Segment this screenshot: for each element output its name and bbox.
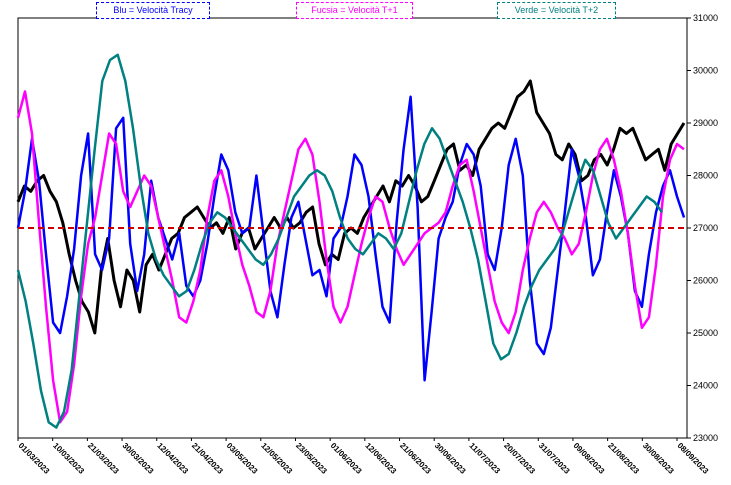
x-tick-label: 11/07/2023 xyxy=(467,441,502,476)
x-tick-label: 21/04/2023 xyxy=(190,441,225,476)
legend-item-fuchsia: Fucsia = Velocità T+1 xyxy=(296,2,413,19)
x-tick-label: 21/08/2023 xyxy=(606,441,641,476)
y-tick-label: 27000 xyxy=(693,223,718,233)
y-tick-label: 24000 xyxy=(693,381,718,391)
x-tick-label: 30/03/2023 xyxy=(121,441,156,476)
blue-velocity-line xyxy=(16,95,686,382)
x-tick-label: 31/07/2023 xyxy=(537,441,572,476)
legend-item-blue: Blu = Velocità Tracy xyxy=(96,2,210,19)
y-tick-label: 30000 xyxy=(693,66,718,76)
x-tick-label: 09/08/2023 xyxy=(572,441,607,476)
y-tick-label: 25000 xyxy=(693,328,718,338)
y-tick-label: 29000 xyxy=(693,118,718,128)
x-tick-label: 03/05/2023 xyxy=(225,441,260,476)
legend-item-green: Verde = Velocità T+2 xyxy=(497,2,616,19)
x-tick-label: 01/03/2023 xyxy=(17,441,52,476)
x-tick-label: 10/03/2023 xyxy=(51,441,86,476)
x-tick-label: 08/09/2023 xyxy=(676,441,711,476)
x-tick-label: 12/05/2023 xyxy=(259,441,294,476)
x-tick-label: 12/06/2023 xyxy=(363,441,398,476)
x-tick-label: 30/06/2023 xyxy=(433,441,468,476)
x-tick-label: 20/07/2023 xyxy=(502,441,537,476)
x-tick-label: 01/06/2023 xyxy=(329,441,364,476)
x-tick-label: 21/03/2023 xyxy=(86,441,121,476)
y-tick-label: 31000 xyxy=(693,13,718,23)
x-axis: 01/03/2023 10/03/2023 21/03/2023 30/03/2023… xyxy=(17,438,711,476)
y-axis: 23000 24000 25000 26000 27000 28000 29000 30000… xyxy=(687,13,718,443)
y-tick-label: 26000 xyxy=(693,276,718,286)
green-velocity-line xyxy=(16,53,664,429)
fuchsia-velocity-line xyxy=(16,90,685,424)
y-tick-label: 23000 xyxy=(693,433,718,443)
y-tick-label: 28000 xyxy=(693,171,718,181)
x-tick-label: 12/04/2023 xyxy=(155,441,190,476)
x-tick-label: 23/05/2023 xyxy=(294,441,329,476)
x-tick-label: 30/08/2023 xyxy=(641,441,676,476)
x-tick-label: 21/06/2023 xyxy=(398,441,433,476)
